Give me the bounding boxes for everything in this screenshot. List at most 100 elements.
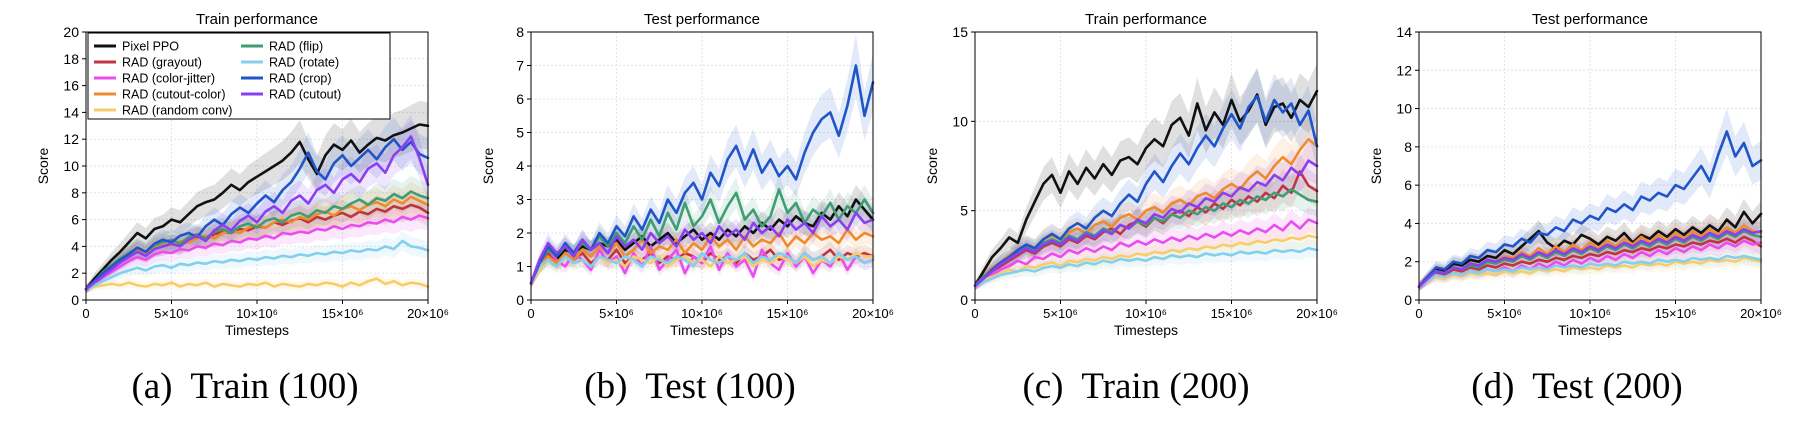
y-tick-label: 6 <box>516 91 524 107</box>
x-tick-label: 20×10⁶ <box>407 306 449 321</box>
series-line <box>1417 254 1763 288</box>
series-group <box>1417 108 1763 291</box>
series-band <box>531 184 873 288</box>
x-tick-label: 5×10⁶ <box>599 306 634 321</box>
x-tick-label: 20×10⁶ <box>852 306 894 321</box>
y-axis: 0 1 2 3 4 5 6 7 8 <box>516 24 531 308</box>
series-group <box>973 63 1319 291</box>
series-group <box>529 34 875 288</box>
series-line <box>1417 210 1763 288</box>
y-tick-label: 4 <box>1404 215 1412 231</box>
legend-box <box>87 32 391 120</box>
y-tick-label: 0 <box>960 292 968 308</box>
series-band <box>975 63 1317 291</box>
series-band <box>86 202 428 294</box>
panel-caption: (a) Train (100) <box>131 366 358 407</box>
x-tick-label: 5×10⁶ <box>154 306 189 321</box>
series-band <box>531 173 873 288</box>
series-line <box>84 277 430 291</box>
y-tick-label: 5 <box>960 203 968 219</box>
series-band <box>86 273 428 294</box>
x-axis: 0 5×10⁶ 10×10⁶ 15×10⁶ 20×10⁶ <box>527 300 894 321</box>
series-band <box>975 141 1317 291</box>
x-tick-label: 0 <box>1415 306 1422 321</box>
chart-title: Train performance <box>196 11 318 28</box>
series-line <box>1417 235 1763 288</box>
series-line <box>84 214 430 291</box>
x-tick-label: 10×10⁶ <box>1569 306 1611 321</box>
y-tick-label: 14 <box>63 104 79 120</box>
legend-entry: RAD (cutout-color) <box>122 88 226 102</box>
x-tick-label: 20×10⁶ <box>1296 306 1338 321</box>
x-axis-label: Timesteps <box>1114 322 1178 338</box>
x-tick-label: 15×10⁶ <box>1211 306 1253 321</box>
legend: Pixel PPO RAD (grayout) RAD (color-jitter)… <box>87 32 391 120</box>
series-line <box>529 211 875 285</box>
series-band <box>1419 198 1761 291</box>
x-axis-label: Timesteps <box>1558 322 1622 338</box>
series-line <box>973 234 1319 288</box>
x-tick-label: 20×10⁶ <box>1740 306 1782 321</box>
y-tick-label: 8 <box>516 24 524 40</box>
y-tick-label: 6 <box>1404 177 1412 193</box>
x-tick-label: 10×10⁶ <box>1125 306 1167 321</box>
y-axis: 0 2 4 6 8 10 12 14 <box>1396 24 1419 308</box>
panel-caption: (c) Train (200) <box>1022 366 1249 407</box>
x-tick-label: 0 <box>971 306 978 321</box>
y-tick-label: 18 <box>63 51 79 67</box>
series-band <box>86 175 428 294</box>
y-tick-label: 15 <box>952 24 968 40</box>
series-line <box>529 228 875 285</box>
y-tick-label: 10 <box>1396 101 1412 117</box>
series-band <box>86 231 428 294</box>
y-tick-label: 3 <box>516 192 524 208</box>
series-line <box>84 135 430 291</box>
y-tick-label: 4 <box>71 238 79 254</box>
y-axis-label: Score <box>1368 148 1384 185</box>
x-tick-label: 5×10⁶ <box>1487 306 1522 321</box>
x-tick-label: 15×10⁶ <box>322 306 364 321</box>
series-band <box>86 114 428 294</box>
series-band <box>86 190 428 294</box>
series-line <box>529 251 875 285</box>
legend-entry: RAD (rotate) <box>269 56 339 70</box>
series-line <box>973 246 1319 288</box>
legend-entry: RAD (cutout) <box>269 88 341 102</box>
x-axis: 0 5×10⁶ 10×10⁶ 15×10⁶ 20×10⁶ <box>1415 300 1782 321</box>
y-axis-label: Score <box>924 148 940 185</box>
y-axis: 0 5 10 15 <box>952 24 975 308</box>
series-band <box>975 173 1317 291</box>
x-tick-label: 5×10⁶ <box>1043 306 1078 321</box>
chart-panel-1: Train performance 0 5×10⁶ 10×10⁶ 15×10⁶ 20×10… <box>35 11 449 407</box>
series-line <box>1417 130 1763 288</box>
series-line <box>1417 256 1763 288</box>
y-tick-label: 20 <box>63 24 79 40</box>
series-line <box>84 123 430 291</box>
y-tick-label: 0 <box>516 292 524 308</box>
x-axis: 0 5×10⁶ 10×10⁶ 15×10⁶ 20×10⁶ <box>971 300 1338 321</box>
y-tick-label: 5 <box>516 125 524 141</box>
series-line <box>973 159 1319 288</box>
x-axis-label: Timesteps <box>670 322 734 338</box>
chart-title: Train performance <box>1085 11 1207 28</box>
chart-panel-2: Test performance 0 5×10⁶ 10×10⁶ 15×10⁶ 20×10⁶… <box>480 11 894 407</box>
x-tick-label: 0 <box>82 306 89 321</box>
series-line <box>1417 227 1763 288</box>
series-line <box>973 187 1319 288</box>
y-tick-label: 4 <box>516 158 524 174</box>
legend-entry: RAD (flip) <box>269 40 323 54</box>
x-tick-label: 10×10⁶ <box>681 306 723 321</box>
series-band <box>975 239 1317 291</box>
series-band <box>975 207 1317 291</box>
x-axis-label: Timesteps <box>225 322 289 338</box>
y-axis-label: Score <box>35 148 51 185</box>
y-tick-label: 0 <box>71 292 79 308</box>
y-tick-label: 7 <box>516 58 524 74</box>
legend-entry: RAD (crop) <box>269 72 332 86</box>
x-axis: 0 5×10⁶ 10×10⁶ 15×10⁶ 20×10⁶ <box>82 300 449 321</box>
chart-panel-4: Test performance 0 5×10⁶ 10×10⁶ 15×10⁶ 20×10⁶… <box>1368 11 1782 407</box>
y-tick-label: 8 <box>71 185 79 201</box>
chart-panel-3: Train performance 0 5×10⁶ 10×10⁶ 15×10⁶ 20×10… <box>924 11 1338 407</box>
series-band <box>975 69 1317 291</box>
